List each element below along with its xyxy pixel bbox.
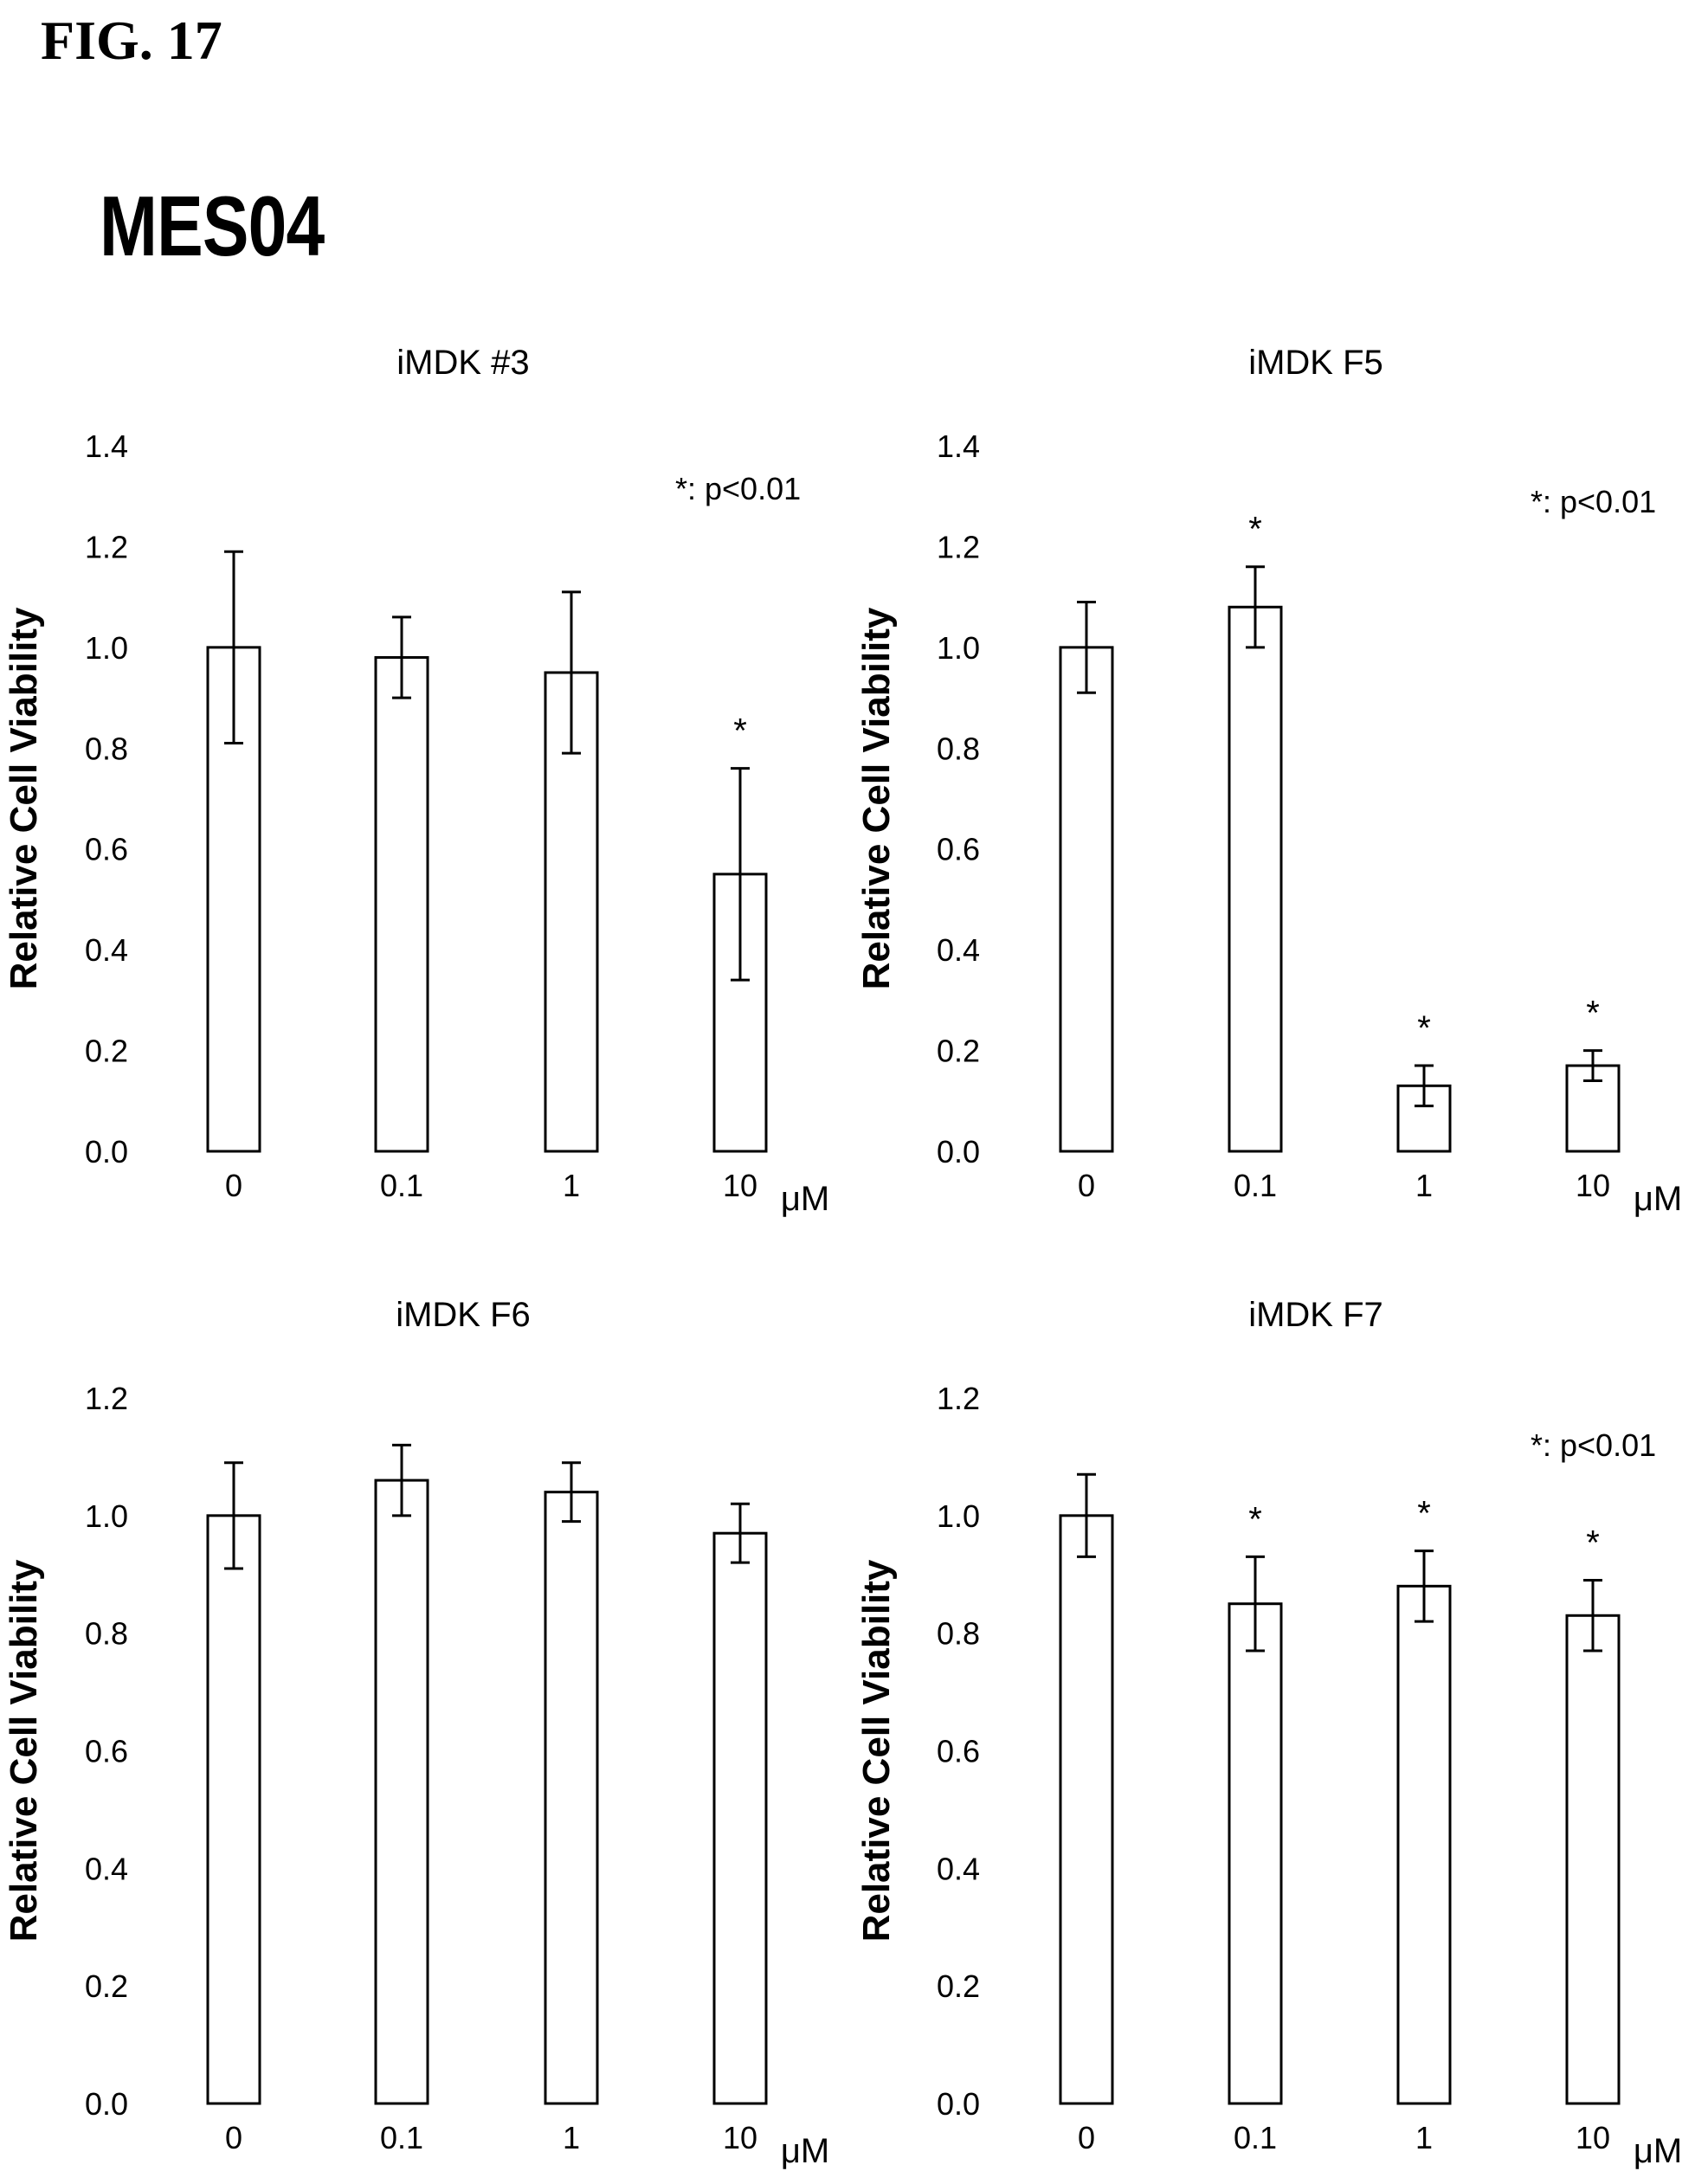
x-unit-label: μM	[781, 2132, 829, 2170]
y-tick-label: 0.6	[937, 832, 980, 867]
y-axis-label: Relative Cell Viability	[3, 1559, 45, 1942]
chart-title: iMDK F5	[1248, 344, 1383, 382]
x-tick-label: 0	[225, 2120, 242, 2155]
main-title: MES04	[100, 178, 325, 274]
y-tick-label: 0.8	[85, 731, 128, 766]
y-tick-label: 1.0	[85, 630, 128, 666]
x-unit-label: μM	[781, 1180, 829, 1218]
y-tick-label: 1.0	[85, 1498, 128, 1534]
bar	[374, 656, 429, 1153]
bar	[374, 1479, 429, 2105]
x-tick-label: 0	[1078, 2120, 1095, 2155]
bar	[1228, 1602, 1283, 2105]
significance-star: *	[1248, 1500, 1262, 1538]
y-tick-label: 0.2	[85, 1034, 128, 1069]
x-tick-label: 1	[563, 1168, 580, 1203]
significance-star: *	[1417, 1495, 1431, 1533]
y-tick-label: 0.2	[937, 1968, 980, 2004]
y-tick-label: 0.0	[937, 1134, 980, 1169]
bar	[1565, 1614, 1621, 2105]
chart-panel-3: iMDK F6 Relative Cell Viability 0.0 0.2 0.4 0…	[3, 1296, 829, 2170]
chart-panel-2: iMDK F5 Relative Cell Viability 0.0 0.2 0.4 0…	[855, 344, 1682, 1218]
bar	[1059, 646, 1114, 1153]
significance-note: *: p<0.01	[1531, 484, 1656, 519]
significance-star: *	[1586, 1524, 1600, 1562]
y-tick-label: 0.6	[85, 1734, 128, 1769]
x-tick-label: 0.1	[1234, 2120, 1277, 2155]
y-tick-label: 1.0	[937, 1498, 980, 1534]
y-tick-label: 0.4	[85, 1851, 128, 1886]
y-tick-label: 0.8	[937, 1616, 980, 1652]
y-tick-label: 1.4	[85, 428, 128, 464]
x-tick-label: 0	[225, 1168, 242, 1203]
significance-star: *	[1417, 1009, 1431, 1047]
x-tick-label: 0.1	[1234, 1168, 1277, 1203]
chart-title: iMDK F6	[396, 1296, 531, 1334]
y-tick-label: 1.2	[85, 1381, 128, 1416]
y-tick-label: 1.2	[937, 529, 980, 564]
y-tick-label: 0.4	[937, 1851, 980, 1886]
bar	[544, 1491, 599, 2105]
y-tick-label: 0.2	[937, 1034, 980, 1069]
significance-star: *	[1586, 995, 1600, 1033]
y-tick-label: 0.2	[85, 1968, 128, 2004]
chart-panel-4: iMDK F7 Relative Cell Viability 0.0 0.2 0.4 0…	[855, 1296, 1682, 2170]
x-tick-label: 1	[1415, 1168, 1433, 1203]
y-axis-label: Relative Cell Viability	[855, 607, 898, 989]
y-tick-label: 0.8	[937, 731, 980, 766]
significance-star: *	[1248, 511, 1262, 549]
x-tick-label: 0	[1078, 1168, 1095, 1203]
y-tick-label: 0.4	[937, 932, 980, 968]
significance-note: *: p<0.01	[1531, 1427, 1656, 1463]
y-axis-label: Relative Cell Viability	[3, 607, 45, 989]
y-tick-label: 0.6	[937, 1734, 980, 1769]
bar	[712, 1531, 768, 2105]
significance-note: *: p<0.01	[675, 471, 801, 506]
bar	[1396, 1584, 1452, 2105]
bar	[206, 1514, 261, 2105]
y-tick-label: 0.0	[85, 2086, 128, 2122]
x-unit-label: μM	[1634, 2132, 1682, 2170]
y-tick-label: 1.4	[937, 428, 980, 464]
chart-panel-1: iMDK #3 Relative Cell Viability 0.0 0.2 0.4 0…	[3, 344, 829, 1218]
x-unit-label: μM	[1634, 1180, 1682, 1218]
y-tick-label: 0.0	[85, 1134, 128, 1169]
chart-title: iMDK #3	[396, 344, 529, 382]
x-tick-label: 10	[723, 1168, 757, 1203]
y-tick-label: 0.4	[85, 932, 128, 968]
y-tick-label: 0.0	[937, 2086, 980, 2122]
y-tick-label: 0.8	[85, 1616, 128, 1652]
x-tick-label: 0.1	[380, 1168, 423, 1203]
y-tick-label: 1.2	[937, 1381, 980, 1416]
x-tick-label: 1	[1415, 2120, 1433, 2155]
bar	[1059, 1514, 1114, 2105]
x-tick-label: 1	[563, 2120, 580, 2155]
chart-title: iMDK F7	[1248, 1296, 1383, 1334]
significance-star: *	[733, 712, 747, 751]
y-tick-label: 1.0	[937, 630, 980, 666]
x-tick-label: 10	[723, 2120, 757, 2155]
x-tick-label: 10	[1576, 2120, 1610, 2155]
y-tick-label: 1.2	[85, 529, 128, 564]
x-tick-label: 10	[1576, 1168, 1610, 1203]
y-tick-label: 0.6	[85, 832, 128, 867]
figure-label: FIG. 17	[41, 10, 222, 71]
bar	[1228, 605, 1283, 1153]
y-axis-label: Relative Cell Viability	[855, 1559, 898, 1942]
x-tick-label: 0.1	[380, 2120, 423, 2155]
